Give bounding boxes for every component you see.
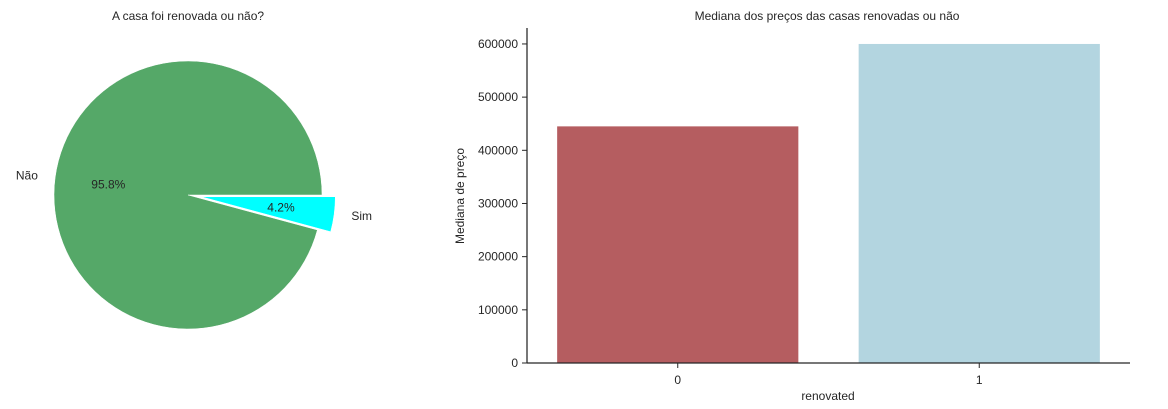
pie-chart: A casa foi renovada ou não? Não Sim 95.8… (16, 9, 372, 330)
pie-title: A casa foi renovada ou não? (112, 9, 264, 23)
y-tick-label: 200000 (478, 250, 518, 264)
y-axis-label: Mediana de preço (453, 148, 467, 244)
bar-chart: Mediana dos preços das casas renovadas o… (453, 9, 1130, 403)
x-tick-label: 1 (976, 373, 983, 387)
y-ticks: 0 100000 200000 300000 400000 500000 600000 (478, 37, 527, 370)
y-tick-label: 0 (511, 356, 518, 370)
pie-slice-nao (53, 60, 323, 330)
bars (557, 43, 1100, 363)
pie-slice-sim (201, 196, 336, 233)
bar-0 (557, 126, 799, 363)
y-tick-label: 500000 (478, 90, 518, 104)
y-tick-label: 600000 (478, 37, 518, 51)
x-tick-label: 0 (674, 373, 681, 387)
bar-1 (858, 43, 1100, 363)
pie-pct-sim: 4.2% (267, 200, 295, 214)
pie-label-nao: Não (16, 169, 38, 183)
pie-label-sim: Sim (351, 209, 372, 223)
y-tick-label: 400000 (478, 143, 518, 157)
bar-title: Mediana dos preços das casas renovadas o… (695, 9, 960, 23)
x-axis-label: renovated (801, 389, 854, 403)
pie-slices (53, 60, 336, 330)
y-tick-label: 300000 (478, 196, 518, 210)
y-tick-label: 100000 (478, 303, 518, 317)
pie-pct-nao: 95.8% (91, 177, 125, 191)
